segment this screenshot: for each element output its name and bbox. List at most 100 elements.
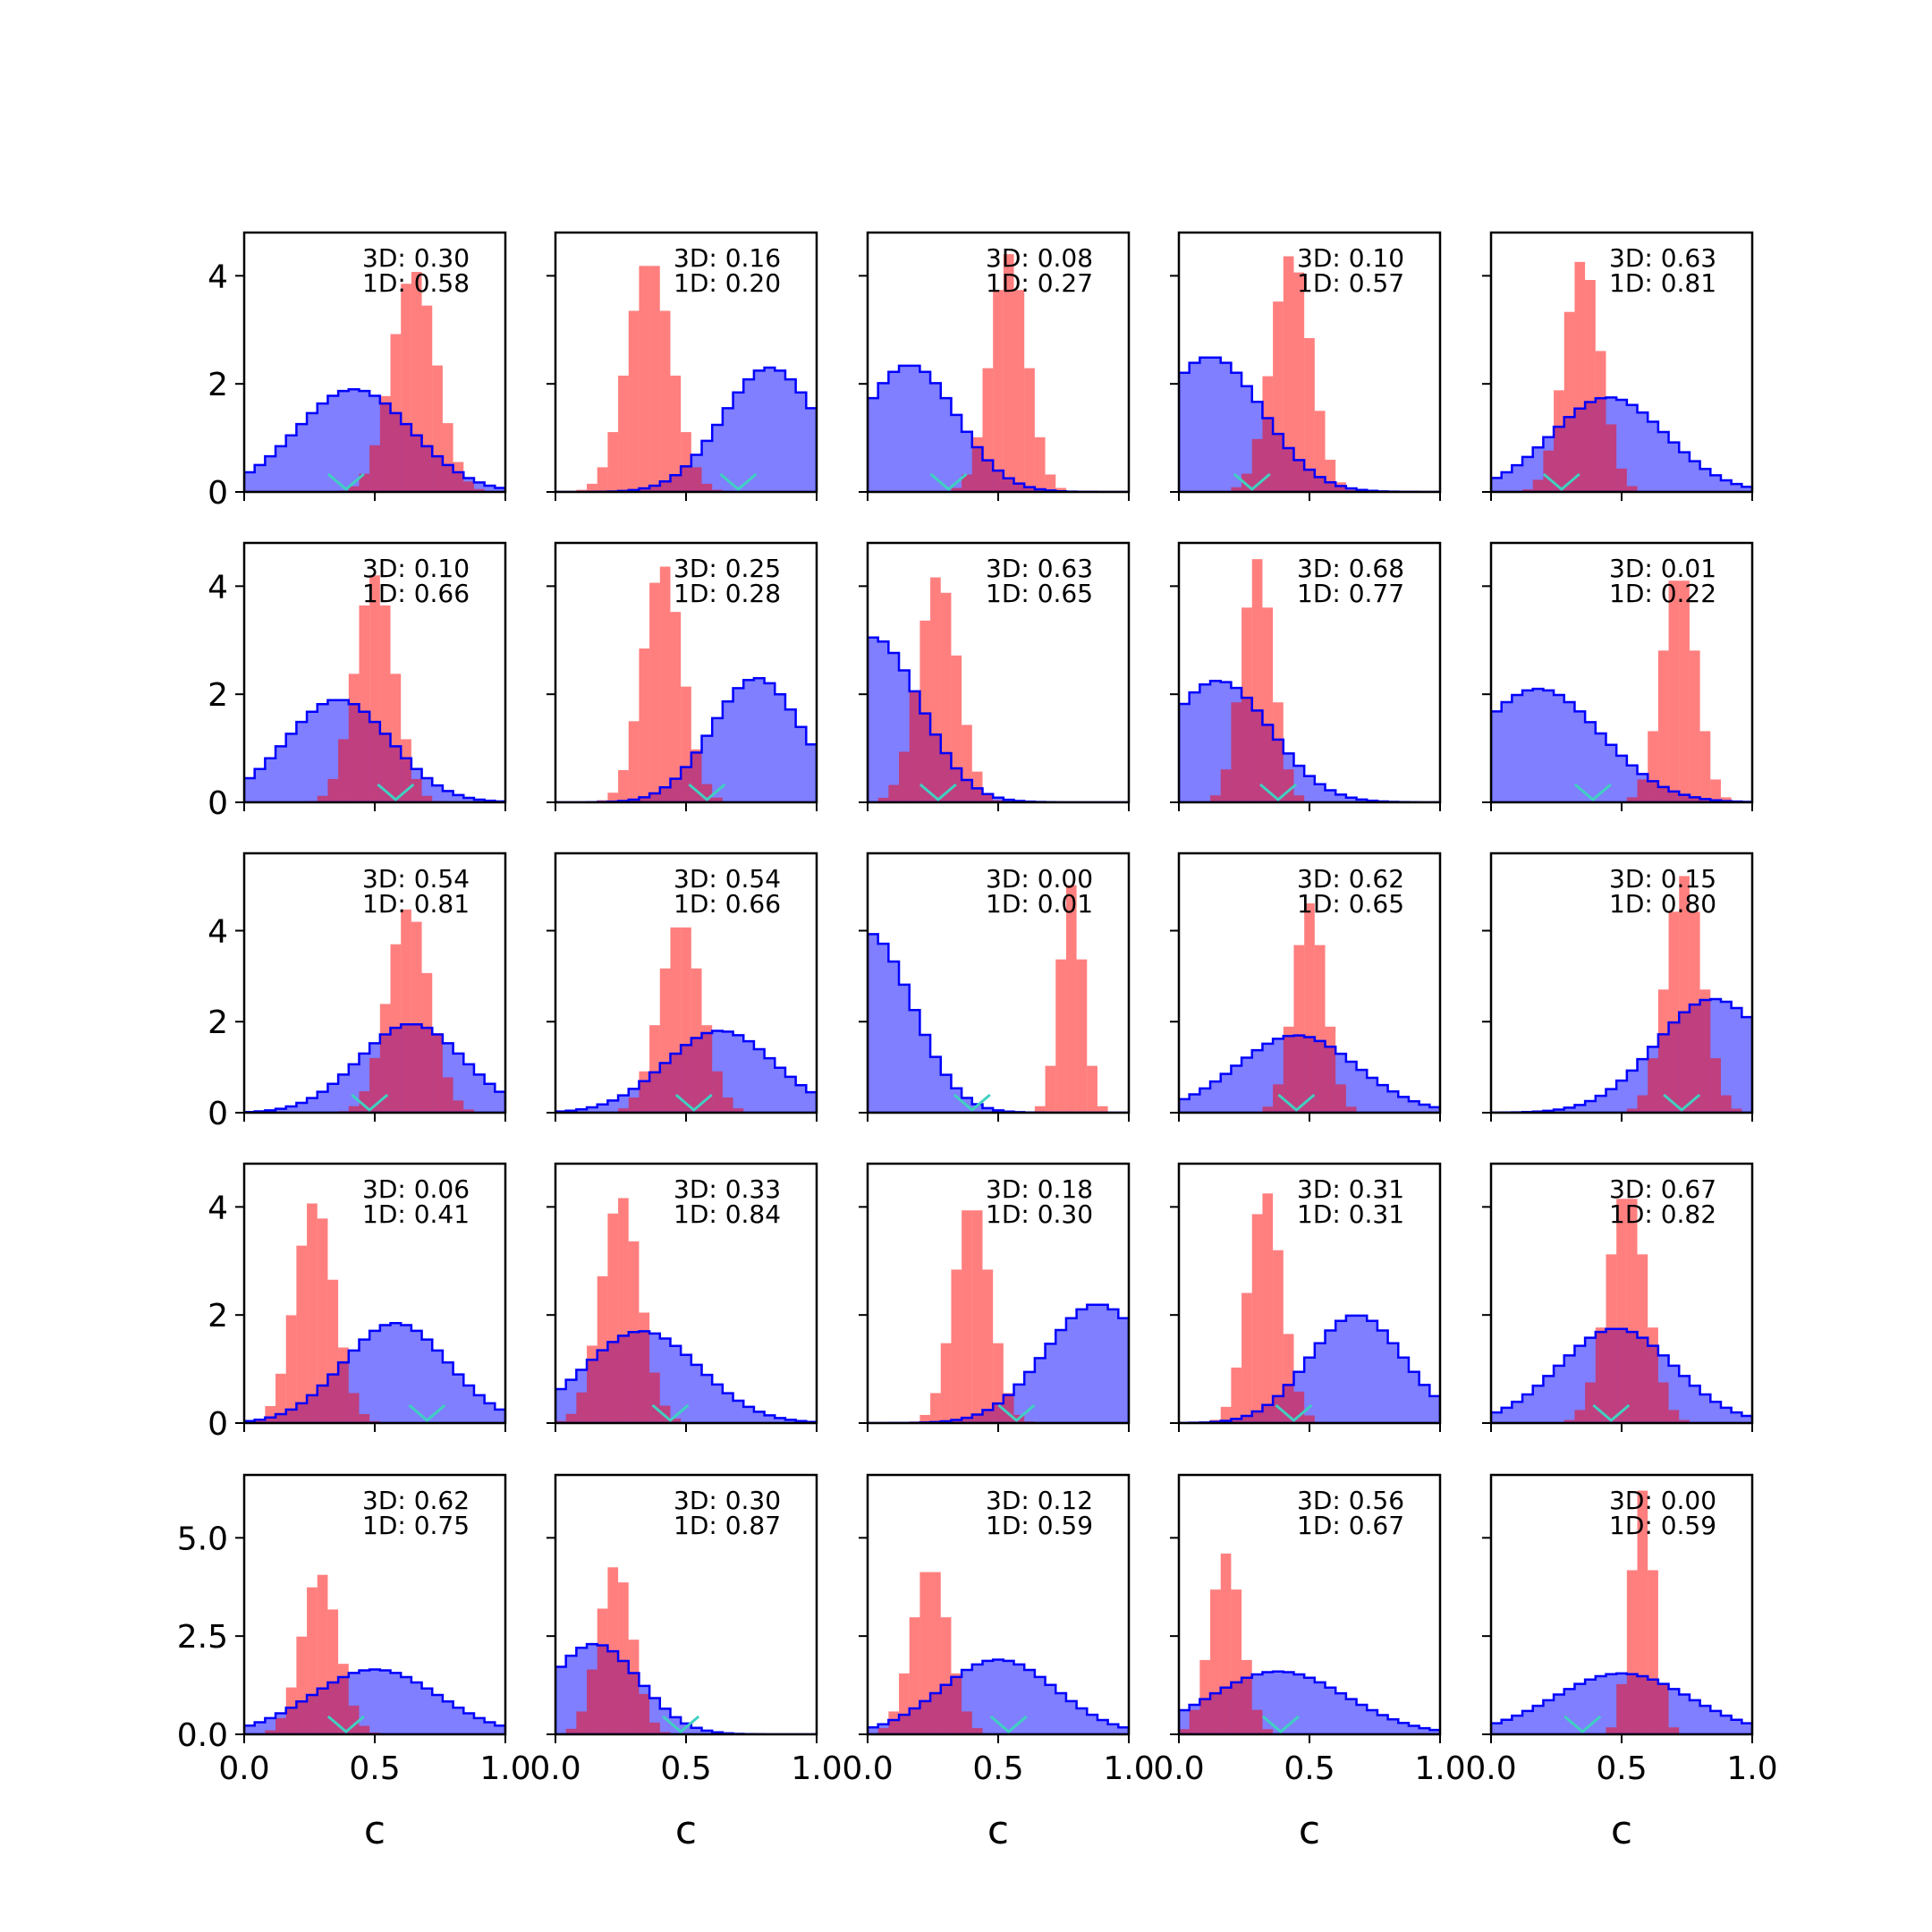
red-histogram-bar (265, 1406, 276, 1423)
red-histogram-bar (1563, 1419, 1575, 1423)
red-histogram-bar (1554, 390, 1564, 492)
blue-histogram-edge (1491, 396, 1752, 492)
red-histogram-bar (982, 792, 994, 802)
red-histogram-bar (348, 1393, 360, 1423)
blue-histogram-fill (868, 365, 1129, 492)
blue-histogram-fill (1491, 689, 1752, 802)
annotation-1d: 1D: 0.57 (1297, 268, 1404, 298)
annotation-3d: 3D: 0.10 (362, 554, 470, 583)
red-histogram-bar (628, 721, 640, 802)
blue-histogram-fill (555, 678, 817, 802)
y-tick-label: 4 (208, 1190, 228, 1226)
red-histogram-bar (919, 1572, 931, 1734)
red-histogram-bar (1189, 1709, 1200, 1734)
x-tick-label: 1.0 (479, 1750, 530, 1787)
red-histogram-bar (1210, 1589, 1221, 1734)
red-histogram-bar (1251, 438, 1263, 492)
red-histogram-bar (1616, 1683, 1627, 1734)
red-histogram-bar (1220, 769, 1232, 802)
red-histogram-bar (1251, 559, 1263, 802)
red-histogram-bar (1325, 1026, 1336, 1113)
red-histogram-bar (1522, 489, 1533, 492)
red-histogram-bar (1626, 1108, 1638, 1113)
red-histogram-bar (296, 1245, 308, 1423)
red-histogram-bar (1262, 607, 1274, 802)
red-histogram-bar (982, 1269, 994, 1423)
red-histogram-bar (951, 1269, 962, 1423)
red-histogram-bar (649, 582, 660, 802)
red-histogram-bar (359, 1091, 370, 1113)
red-histogram-bar (587, 1669, 597, 1734)
annotation-1d: 1D: 0.31 (1297, 1199, 1404, 1229)
red-histogram-bar (691, 968, 702, 1113)
panel-plot-area (244, 1203, 505, 1423)
red-histogram-bar (1251, 1214, 1263, 1423)
red-histogram-bar (670, 1418, 682, 1423)
red-histogram-bar (1335, 1084, 1346, 1113)
blue-histogram-fill (1179, 357, 1440, 492)
annotation-1d: 1D: 0.77 (1297, 579, 1404, 608)
red-histogram-bar (1283, 1334, 1294, 1423)
y-tick-label: 2 (208, 1298, 228, 1335)
value-marker (1663, 1093, 1701, 1112)
x-tick-label: 0.5 (1596, 1750, 1647, 1787)
red-histogram-bar (1616, 1199, 1627, 1423)
panel-plot-area (1179, 256, 1440, 492)
red-histogram-bar (432, 1033, 443, 1113)
annotation-3d: 3D: 0.56 (1297, 1486, 1404, 1515)
annotation-3d: 3D: 0.63 (1609, 243, 1716, 273)
red-histogram-bar (411, 778, 422, 802)
y-tick-label: 0 (208, 785, 228, 822)
annotation-1d: 1D: 0.20 (674, 268, 781, 298)
annotation-3d: 3D: 0.25 (674, 554, 781, 583)
red-histogram-bar (1283, 769, 1294, 802)
annotation-1d: 1D: 0.28 (674, 579, 781, 608)
y-tick-label: 2.5 (177, 1619, 228, 1656)
panel-plot-area (868, 254, 1129, 492)
red-histogram-bar (639, 1071, 650, 1113)
red-histogram-bar (473, 488, 485, 492)
red-histogram-bar (1699, 731, 1711, 802)
y-tick-label: 2 (208, 1004, 228, 1041)
annotation-3d: 3D: 0.54 (362, 864, 470, 894)
panel-plot-area (244, 272, 505, 492)
x-tick-label: 0.0 (530, 1750, 580, 1787)
red-histogram-bar (1668, 1727, 1680, 1734)
red-histogram-bar (1710, 779, 1721, 802)
panel-plot-area (244, 575, 505, 802)
red-histogram-bar (348, 486, 360, 492)
value-marker (953, 1093, 991, 1112)
red-histogram-bar (1293, 272, 1305, 492)
red-histogram-bar (649, 266, 660, 492)
red-histogram-bar (618, 1198, 629, 1423)
red-histogram-bar (971, 436, 983, 492)
red-histogram-bar (649, 1722, 660, 1734)
red-histogram-bar (1710, 1058, 1721, 1113)
red-histogram-bar (348, 1106, 360, 1113)
red-histogram-bar (618, 1582, 629, 1734)
red-histogram-bar (421, 972, 433, 1113)
blue-histogram-edge (555, 1330, 817, 1423)
annotation-3d: 3D: 0.62 (362, 1486, 470, 1515)
red-histogram-bar (1251, 1709, 1263, 1734)
x-tick-label: 0.5 (660, 1750, 711, 1787)
red-histogram-bar (1262, 1729, 1274, 1734)
red-histogram-bar (951, 487, 962, 492)
red-histogram-bar (1314, 411, 1326, 492)
red-histogram-bar (1668, 580, 1680, 802)
red-histogram-bar (587, 483, 597, 492)
y-tick-label: 4 (208, 569, 228, 606)
red-histogram-bar (618, 375, 629, 492)
red-histogram-bar (1543, 450, 1555, 492)
red-histogram-bar (670, 927, 682, 1113)
y-tick-label: 4 (208, 258, 228, 295)
red-histogram-bar (1304, 1415, 1315, 1423)
red-histogram-bar (453, 462, 464, 492)
blue-histogram-edge (1491, 687, 1752, 802)
value-marker (377, 783, 415, 801)
red-histogram-bar (628, 1097, 640, 1113)
red-histogram-bar (659, 1732, 671, 1734)
red-histogram-bar (1648, 731, 1658, 802)
